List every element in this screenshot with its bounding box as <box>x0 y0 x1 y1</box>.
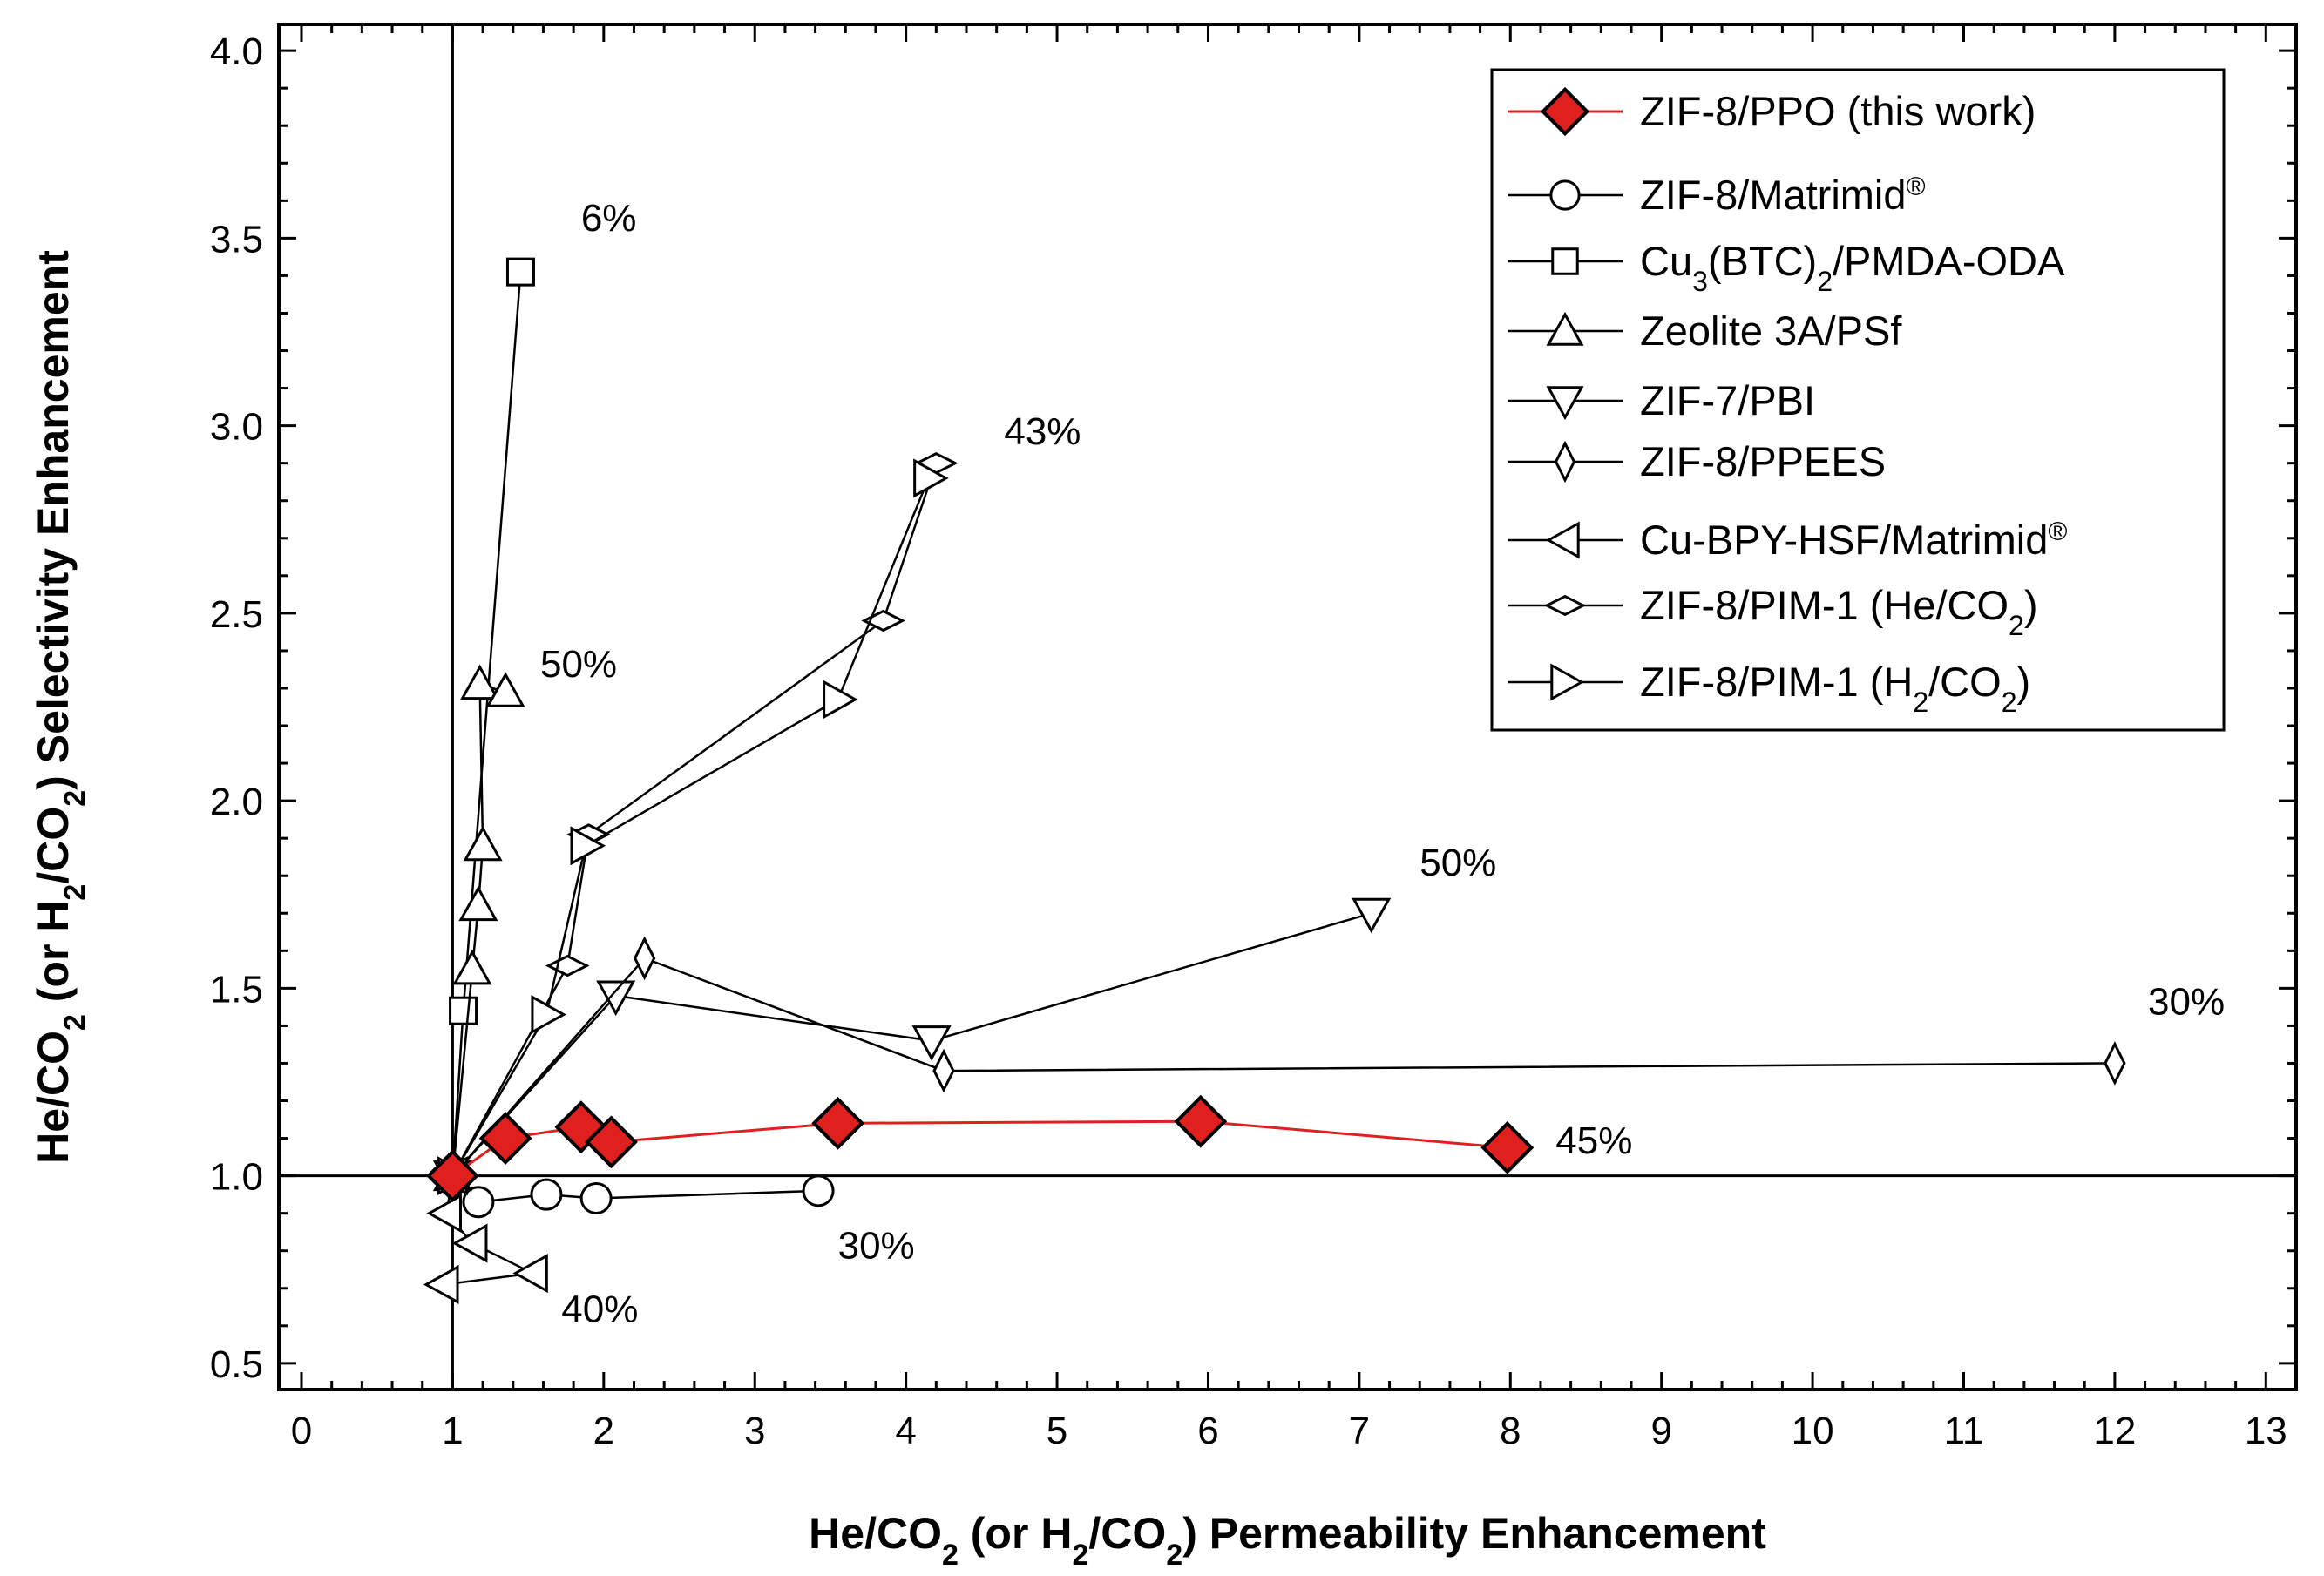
legend-marker <box>1549 179 1581 211</box>
series-0 <box>425 1094 1535 1203</box>
data-point <box>585 1115 638 1169</box>
data-point <box>460 664 500 700</box>
series-line <box>451 272 522 1176</box>
annotation-label: 40% <box>561 1289 638 1331</box>
legend-label: ZIF-8/Matrimid® <box>1640 172 1926 218</box>
legend-label: ZIF-8/PPEES <box>1640 438 1886 484</box>
data-point <box>579 1181 613 1214</box>
data-point <box>911 1025 952 1061</box>
x-tick-label: 12 <box>2093 1410 2136 1452</box>
legend-marker <box>1550 663 1585 701</box>
legend-label: Cu3(BTC)2/PMDA-ODA <box>1640 238 2065 297</box>
data-point <box>452 949 492 985</box>
y-tick-label: 0.5 <box>210 1343 263 1386</box>
legend-marker <box>1546 311 1584 346</box>
annotation-label: 45% <box>1555 1119 1632 1162</box>
x-tick-label: 7 <box>1349 1410 1370 1452</box>
x-tick-label: 5 <box>1047 1410 1067 1452</box>
series-1 <box>436 1160 835 1219</box>
legend-marker <box>1551 247 1579 275</box>
x-tick-label: 9 <box>1650 1410 1671 1452</box>
x-tick-label: 3 <box>744 1410 765 1452</box>
legend-label: ZIF-7/PBI <box>1640 377 1815 423</box>
x-tick-label: 8 <box>1500 1410 1521 1452</box>
x-tick-label: 4 <box>895 1410 916 1452</box>
annotation-label: 50% <box>1419 842 1496 884</box>
legend-label: ZIF-8/PIM-1 (H2/CO2) <box>1640 659 2030 718</box>
legend-label: ZIF-8/PPO (this work) <box>1640 88 2036 134</box>
legend: ZIF-8/PPO (this work) ZIF-8/Matrimid® Cu3(… <box>1490 68 2226 732</box>
data-point <box>554 1100 608 1154</box>
annotation-label: 30% <box>2148 981 2225 1024</box>
data-point <box>463 825 503 862</box>
data-point <box>449 996 478 1025</box>
data-point <box>823 680 858 720</box>
x-tick-label: 6 <box>1197 1410 1218 1452</box>
data-point <box>462 1186 495 1219</box>
data-point <box>1174 1094 1228 1148</box>
data-point <box>531 994 567 1035</box>
data-point <box>478 1112 532 1165</box>
series-line <box>451 1174 819 1204</box>
legend-label: ZIF-8/PIM-1 (He/CO2) <box>1640 582 2037 641</box>
annotation-label: 6% <box>581 197 637 240</box>
data-point <box>811 1096 865 1150</box>
data-point <box>570 826 606 866</box>
series-line <box>451 912 1372 1177</box>
legend-label: Zeolite 3A/PSf <box>1640 308 1902 354</box>
legend-marker <box>1543 594 1587 617</box>
x-tick-label: 1 <box>442 1410 463 1452</box>
legend-marker <box>1540 86 1590 137</box>
series-line <box>451 463 938 1177</box>
x-tick-label: 10 <box>1792 1410 1834 1452</box>
series-8 <box>437 458 949 1196</box>
data-point <box>505 257 535 287</box>
x-tick-label: 2 <box>593 1410 614 1452</box>
series-line <box>451 682 506 1176</box>
data-point <box>1352 897 1392 934</box>
series-5 <box>441 936 2126 1198</box>
y-tick-label: 2.0 <box>210 781 263 823</box>
legend-marker <box>1545 521 1580 559</box>
y-tick-label: 2.5 <box>210 593 263 636</box>
data-point <box>423 1264 459 1305</box>
x-tick-label: 11 <box>1944 1410 1984 1452</box>
data-point <box>545 954 590 977</box>
y-axis-title: He/CO2 (or H2/CO2) Selectivity Enhanceme… <box>29 250 91 1164</box>
data-point <box>426 1194 462 1234</box>
data-point <box>425 1149 479 1203</box>
series-line <box>451 957 2115 1177</box>
data-point <box>485 672 525 707</box>
legend-marker <box>1546 386 1584 421</box>
annotation-label: 30% <box>838 1224 915 1267</box>
data-point <box>512 1253 548 1294</box>
data-point <box>530 1178 563 1211</box>
annotation-label: 50% <box>540 643 617 686</box>
data-point <box>802 1174 835 1207</box>
y-tick-label: 3.5 <box>210 218 263 260</box>
data-point <box>2104 1041 2126 1086</box>
y-tick-label: 4.0 <box>210 30 263 73</box>
data-point <box>451 1223 488 1263</box>
series-line <box>451 477 930 1177</box>
legend-marker <box>1554 440 1576 484</box>
y-tick-label: 1.0 <box>210 1156 263 1199</box>
annotation-label: 43% <box>1004 410 1081 453</box>
plot-frame <box>277 23 2298 1391</box>
data-point <box>458 885 498 922</box>
data-point <box>596 980 636 1017</box>
data-point <box>932 1048 955 1093</box>
data-point <box>1480 1120 1535 1174</box>
data-point <box>633 936 656 981</box>
y-tick-label: 1.5 <box>210 968 263 1011</box>
x-axis-title: He/CO2 (or H2/CO2) Permeability Enhancem… <box>809 1509 1766 1572</box>
x-tick-label: 0 <box>291 1410 312 1452</box>
y-tick-label: 3.0 <box>210 406 263 449</box>
legend-label: Cu-BPY-HSF/Matrimid® <box>1640 517 2067 563</box>
data-point <box>913 458 949 498</box>
x-tick-label: 13 <box>2245 1410 2287 1452</box>
